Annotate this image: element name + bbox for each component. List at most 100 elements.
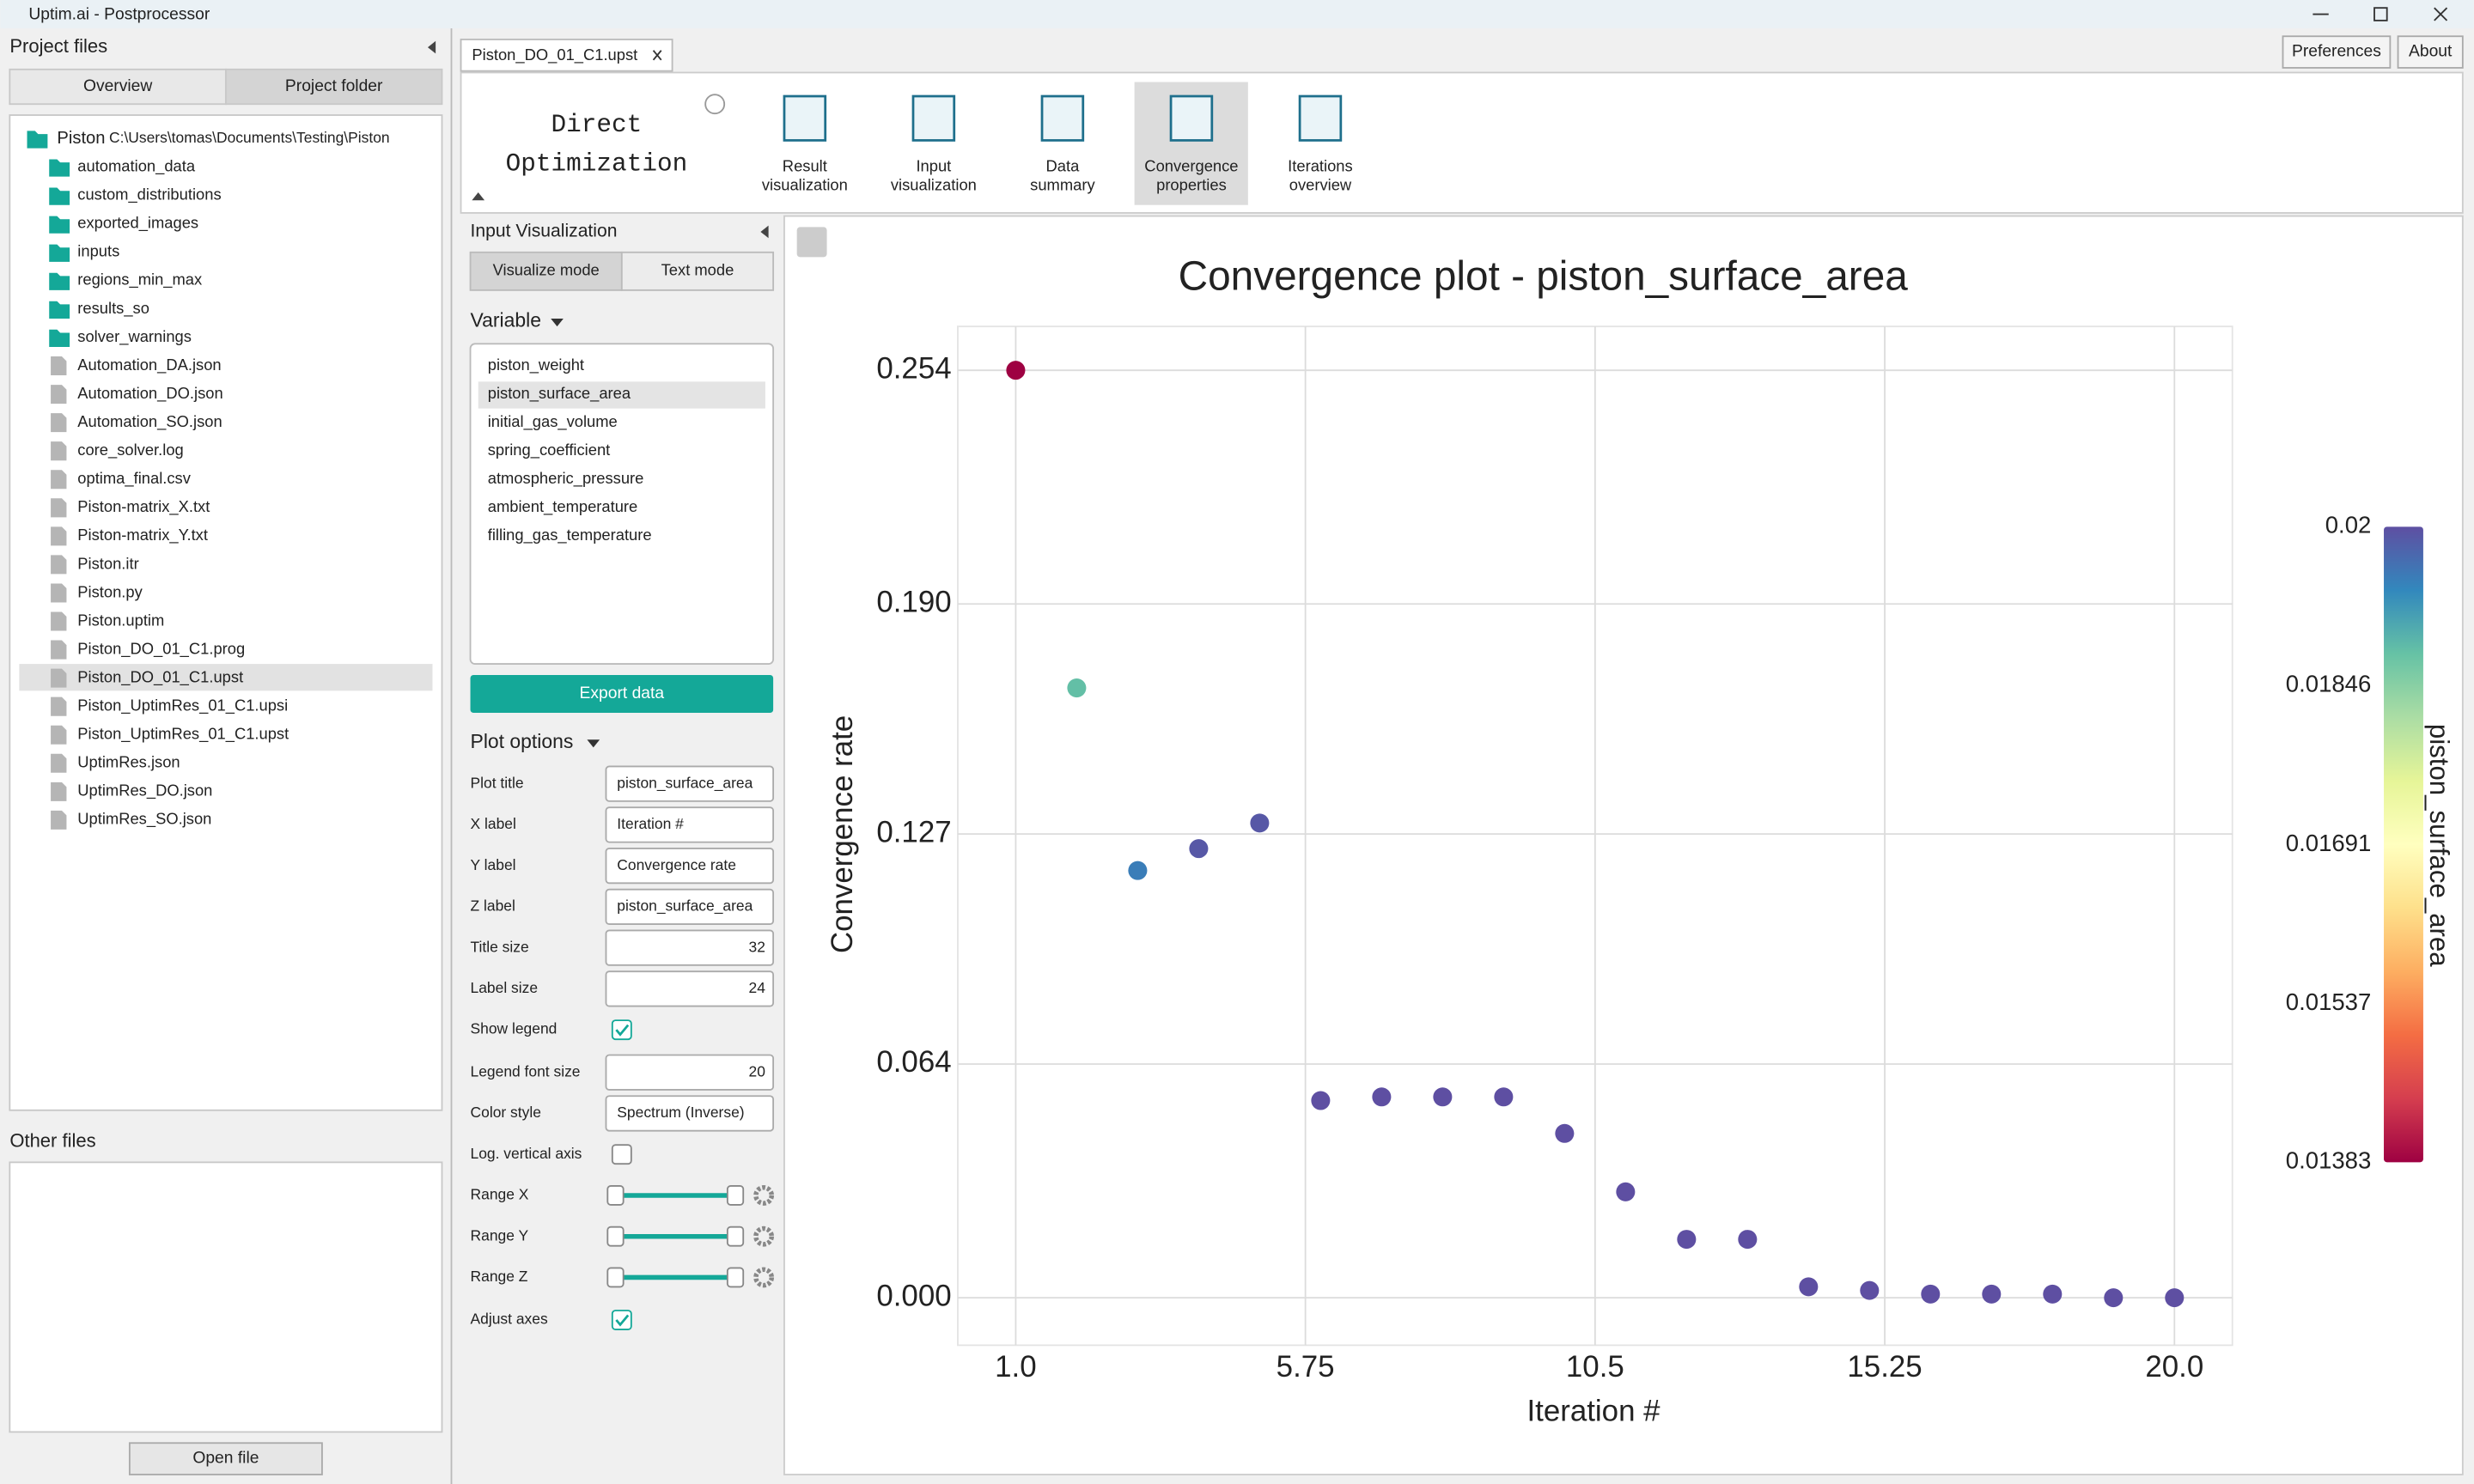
field-label: Range X [471,1186,529,1203]
tool-label: Result [783,156,827,174]
variable-name: ambient_temperature [488,497,638,516]
folder-name: exported_images [77,214,198,233]
field-label: X label [471,815,516,832]
point [1433,1087,1452,1106]
file-icon [51,413,66,432]
save-icon[interactable] [797,227,827,257]
tool-label: visualization [762,176,848,194]
field-label: Log. vertical axis [471,1145,582,1162]
file-name: UptimRes_SO.json [77,810,211,829]
folder-name: results_so [77,299,149,318]
file-icon [51,754,66,773]
tool-label: summary [1030,176,1095,194]
file-name: Piston-matrix_Y.txt [77,526,208,544]
window-title: Uptim.ai - Postprocessor [28,6,210,24]
field-value: Iteration # [617,815,684,832]
range-handle[interactable] [728,1186,743,1205]
range-handle[interactable] [607,1227,623,1246]
tool-label: Iterations [1288,156,1353,174]
range-handle[interactable] [607,1268,623,1286]
tool-label: Data [1046,156,1081,174]
file-icon [51,385,66,404]
toolbar-title: Direct [551,111,643,139]
path-label: C:\Users\tomas\Documents\Testing\Piston [109,129,390,146]
checkbox[interactable] [612,1020,631,1039]
tool-label: Input [916,156,951,174]
colorbar-tick-label: 0.02 [2325,512,2372,538]
point [1738,1230,1757,1249]
label: Visualize mode [493,261,600,279]
button-label[interactable]: Open file [192,1450,259,1468]
file-icon [51,526,66,545]
colorbar-tick-label: 0.01846 [2286,670,2372,696]
tool-icon[interactable] [913,96,954,140]
label: Preferences [2292,43,2381,61]
point [1006,361,1025,380]
file-icon [51,811,66,830]
variable-name: piston_surface_area [488,384,631,403]
point [1555,1124,1574,1143]
field-label: Z label [471,897,515,915]
field-label: Color style [471,1104,541,1121]
point [1067,678,1086,697]
colorbar [2384,526,2423,1162]
field-value: piston_surface_area [617,774,753,792]
file-name: Piston_UptimRes_01_C1.upsi [77,696,288,715]
colorbar-tick-label: 0.01537 [2286,988,2372,1015]
title-bar [0,0,2473,28]
tool-label: properties [1156,176,1227,194]
point [1860,1281,1879,1300]
range-handle[interactable] [607,1186,623,1205]
panel-title: Project files [9,35,107,57]
label: About [2409,43,2453,61]
folder-name: solver_warnings [77,327,192,346]
file-icon [51,583,66,602]
field-value: Spectrum (Inverse) [617,1104,744,1121]
point [1616,1183,1635,1201]
other-files-box [9,1162,442,1432]
file-icon [51,726,66,745]
x-tick-label: 15.25 [1847,1350,1922,1384]
tool-icon[interactable] [1171,96,1212,140]
checkbox[interactable] [612,1311,631,1329]
tool-icon[interactable] [1300,96,1341,140]
file-tab-label[interactable]: Piston_DO_01_C1.upst [472,46,637,64]
tool-label: visualization [891,176,977,194]
range-handle[interactable] [728,1227,743,1246]
variable-name: piston_weight [488,356,584,374]
label: Project folder [285,77,383,95]
y-tick-label: 0.127 [876,815,951,848]
variable-name: atmospheric_pressure [488,469,644,488]
field-label: Title size [471,938,529,955]
file-name: Piston_DO_01_C1.prog [77,639,245,658]
variable-name: filling_gas_temperature [488,526,652,544]
x-axis-label: Iteration # [1526,1395,1661,1428]
file-name: Piston.py [77,582,143,600]
y-tick-label: 0.190 [876,585,951,618]
checkbox[interactable] [612,1145,631,1164]
field-label: Plot title [471,774,524,791]
file-name: UptimRes_DO.json [77,782,212,800]
file-name: optima_final.csv [77,469,191,488]
field-value: 24 [749,979,766,996]
colorbar-tick-label: 0.01691 [2286,830,2372,856]
file-icon [51,356,66,375]
file-icon [51,470,66,489]
tool-icon[interactable] [784,96,826,140]
range-handle[interactable] [728,1268,743,1286]
section-label: Variable [471,309,541,331]
panel-title: Input Visualization [471,222,618,241]
button-label: Export data [580,684,665,702]
point [1372,1087,1391,1106]
point [2043,1285,2062,1304]
file-name: Piston_DO_01_C1.upst [77,667,243,686]
file-name: Automation_DA.json [77,356,221,374]
field-label: Range Y [471,1226,529,1244]
colorbar-tick-label: 0.01383 [2286,1147,2372,1174]
folder-name: automation_data [77,156,196,175]
file-icon [51,697,66,716]
field-label: Y label [471,856,516,873]
tool-icon[interactable] [1042,96,1083,140]
